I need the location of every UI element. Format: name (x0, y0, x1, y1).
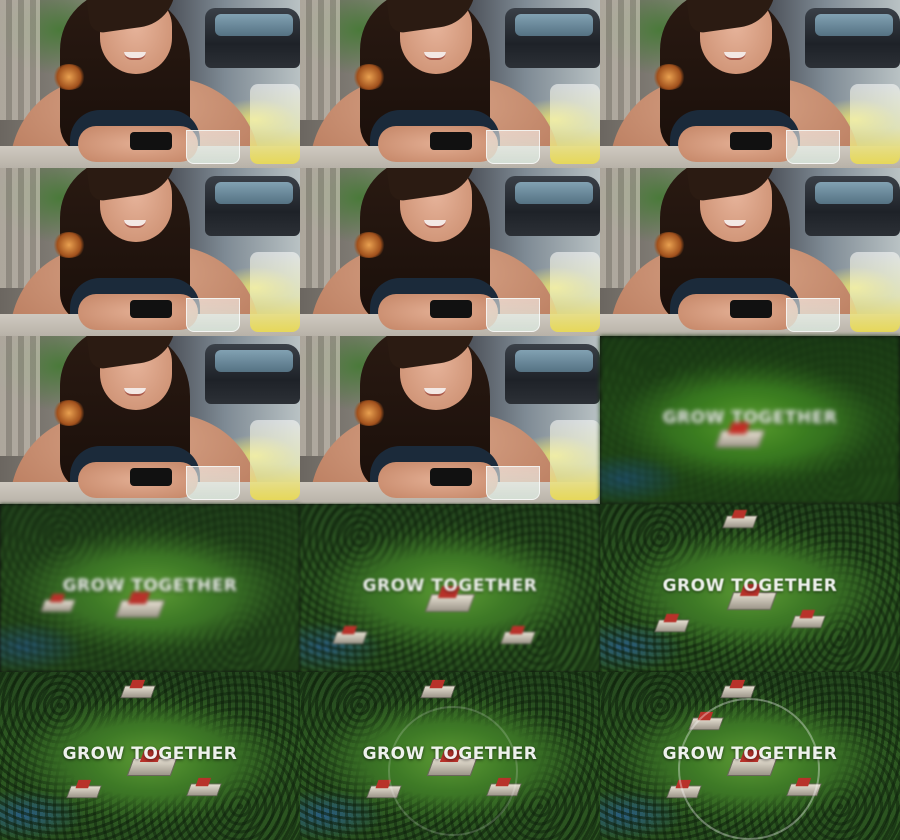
pillar (600, 0, 640, 120)
hair-clip (52, 400, 86, 426)
tagline-text: GROW TOGETHER (62, 576, 238, 596)
lemonade-jug (850, 84, 900, 164)
phone (730, 300, 772, 318)
drinking-glass (186, 466, 240, 500)
tagline-text: GROW TOGETHER (362, 576, 538, 596)
tagline-text: GROW TOGETHER (662, 576, 838, 596)
frame-12-game-map: GROW TOGETHER (600, 504, 900, 672)
car-window (815, 182, 893, 204)
drinking-glass (186, 130, 240, 164)
frame-8-woman-phone (300, 336, 600, 504)
selection-ring (678, 698, 820, 840)
phone (430, 468, 472, 486)
phone (430, 132, 472, 150)
smile (724, 52, 746, 60)
frame-10-game-map: GROW TOGETHER (0, 504, 300, 672)
car-window (515, 182, 593, 204)
house (66, 779, 102, 799)
forest (0, 504, 300, 672)
pillar (0, 336, 40, 456)
frame-6-woman-phone (600, 168, 900, 336)
hair-clip (352, 400, 386, 426)
frame-5-woman-phone (300, 168, 600, 336)
smile (124, 220, 146, 228)
drinking-glass (486, 130, 540, 164)
drinking-glass (486, 466, 540, 500)
phone (130, 132, 172, 150)
smile (724, 220, 746, 228)
drinking-glass (486, 298, 540, 332)
tagline-text: GROW TOGETHER (362, 744, 538, 764)
lemonade-jug (550, 420, 600, 500)
smile (424, 388, 446, 396)
lemonade-jug (550, 84, 600, 164)
house (40, 593, 76, 613)
lemonade-jug (250, 84, 300, 164)
hair-clip (352, 64, 386, 90)
phone (730, 132, 772, 150)
smile (124, 52, 146, 60)
pillar (300, 336, 340, 456)
frame-13-game-map: GROW TOGETHER (0, 672, 300, 840)
lemonade-jug (250, 252, 300, 332)
frame-11-game-map: GROW TOGETHER (300, 504, 600, 672)
frame-15-game-map: GROW TOGETHER (600, 672, 900, 840)
hair-clip (652, 232, 686, 258)
pillar (600, 168, 640, 288)
house (790, 609, 826, 629)
house (186, 777, 222, 797)
tagline-text: GROW TOGETHER (662, 744, 838, 764)
hair-clip (52, 232, 86, 258)
lemonade-jug (250, 420, 300, 500)
frame-4-woman-phone (0, 168, 300, 336)
drinking-glass (786, 130, 840, 164)
frame-9-game-map: GROW TOGETHER (600, 336, 900, 504)
pillar (300, 168, 340, 288)
house (720, 679, 756, 699)
lemonade-jug (550, 252, 600, 332)
hair-clip (352, 232, 386, 258)
frame-7-woman-phone (0, 336, 300, 504)
smile (424, 220, 446, 228)
car-window (515, 350, 593, 372)
house (500, 625, 536, 645)
house (120, 679, 156, 699)
car-window (215, 182, 293, 204)
selection-ring (388, 706, 518, 836)
phone (130, 468, 172, 486)
smile (424, 52, 446, 60)
car-window (215, 14, 293, 36)
car-window (215, 350, 293, 372)
phone (130, 300, 172, 318)
tagline-text: GROW TOGETHER (62, 744, 238, 764)
pillar (0, 0, 40, 120)
forest (600, 336, 900, 504)
pillar (0, 168, 40, 288)
smile (124, 388, 146, 396)
frame-3-woman-phone (600, 0, 900, 168)
lemonade-jug (850, 252, 900, 332)
frame-14-game-map: GROW TOGETHER (300, 672, 600, 840)
frame-1-woman-phone (0, 0, 300, 168)
drinking-glass (786, 298, 840, 332)
pillar (300, 0, 340, 120)
tagline-text: GROW TOGETHER (662, 408, 838, 428)
house (654, 613, 690, 633)
frame-2-woman-phone (300, 0, 600, 168)
house (420, 679, 456, 699)
hair-clip (52, 64, 86, 90)
hair-clip (652, 64, 686, 90)
drinking-glass (186, 298, 240, 332)
phone (430, 300, 472, 318)
house (722, 509, 758, 529)
car-window (515, 14, 593, 36)
car-window (815, 14, 893, 36)
house (332, 625, 368, 645)
